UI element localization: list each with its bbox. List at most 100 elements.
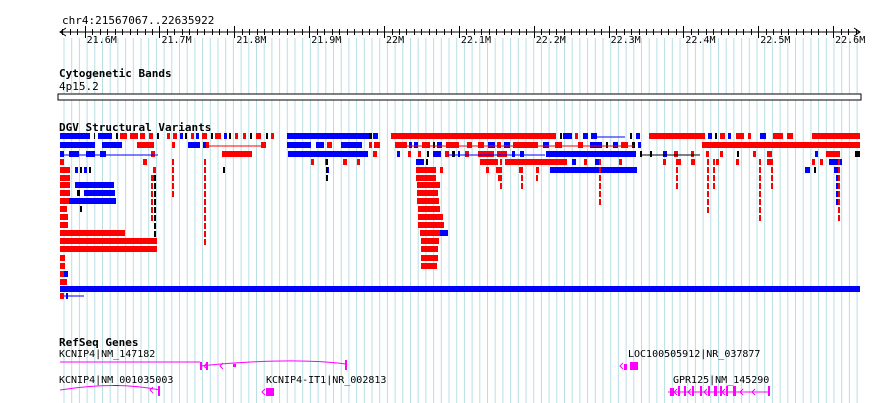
small-variant[interactable]	[204, 223, 206, 229]
loss-variant[interactable]	[60, 133, 90, 139]
gain-variant[interactable]	[60, 159, 64, 165]
small-variant[interactable]	[676, 167, 678, 173]
small-variant[interactable]	[599, 159, 601, 165]
small-variant[interactable]	[204, 167, 206, 173]
small-variant[interactable]	[500, 167, 502, 173]
gain-variant[interactable]	[191, 133, 194, 139]
gain-variant[interactable]	[222, 151, 252, 157]
loss-variant[interactable]	[504, 142, 510, 148]
loss-variant[interactable]	[636, 133, 640, 139]
gain-variant[interactable]	[417, 198, 439, 204]
variant[interactable]	[185, 133, 187, 139]
loss-variant[interactable]	[84, 167, 87, 173]
gene-exon[interactable]	[684, 386, 686, 396]
gain-variant[interactable]	[519, 167, 522, 173]
small-variant[interactable]	[204, 175, 206, 181]
gain-variant[interactable]	[60, 230, 125, 236]
loss-variant[interactable]	[638, 142, 641, 148]
gain-variant[interactable]	[408, 151, 411, 157]
gain-variant[interactable]	[417, 182, 440, 188]
gain-variant[interactable]	[173, 133, 177, 139]
gain-variant[interactable]	[663, 159, 666, 165]
gain-variant[interactable]	[417, 190, 438, 196]
variant[interactable]	[814, 167, 816, 173]
loss-variant[interactable]	[805, 167, 810, 173]
gain-variant[interactable]	[736, 159, 739, 165]
small-variant[interactable]	[500, 183, 502, 189]
small-variant[interactable]	[707, 159, 709, 165]
small-variant[interactable]	[759, 183, 761, 189]
gene-label-gpr125[interactable]: GPR125|NM_145290	[673, 375, 770, 386]
small-variant[interactable]	[326, 175, 328, 181]
gain-variant[interactable]	[421, 238, 439, 244]
gain-variant[interactable]	[374, 142, 380, 148]
gain-variant[interactable]	[421, 246, 438, 252]
gain-variant[interactable]	[395, 142, 407, 148]
loss-variant[interactable]	[590, 142, 602, 148]
loss-variant[interactable]	[397, 151, 400, 157]
gain-variant[interactable]	[497, 151, 507, 157]
small-variant[interactable]	[172, 175, 174, 181]
variant[interactable]	[855, 151, 860, 157]
gain-variant[interactable]	[60, 246, 157, 252]
variant[interactable]	[80, 206, 82, 212]
gain-variant[interactable]	[676, 159, 681, 165]
loss-variant[interactable]	[760, 133, 766, 139]
gain-variant[interactable]	[418, 206, 440, 212]
gain-variant[interactable]	[787, 133, 793, 139]
small-variant[interactable]	[154, 231, 156, 237]
gain-variant[interactable]	[369, 142, 372, 148]
gene-label-kcnip4-it1[interactable]: KCNIP4-IT1|NR_002813	[266, 375, 387, 386]
gain-variant[interactable]	[418, 151, 421, 157]
loss-variant[interactable]	[520, 151, 524, 157]
gain-variant[interactable]	[60, 214, 68, 220]
gain-variant[interactable]	[498, 175, 501, 181]
small-variant[interactable]	[154, 223, 156, 229]
small-variant[interactable]	[836, 191, 838, 197]
small-variant[interactable]	[521, 159, 523, 165]
gene-exon[interactable]	[200, 362, 202, 370]
small-variant[interactable]	[676, 175, 678, 181]
gain-variant[interactable]	[373, 151, 377, 157]
variant[interactable]	[77, 190, 80, 196]
gain-variant[interactable]	[60, 238, 157, 244]
gene-exon[interactable]	[720, 386, 722, 396]
gain-variant[interactable]	[445, 151, 449, 157]
variant[interactable]	[223, 167, 225, 173]
gene-label-kcnip4-nm-147182[interactable]: KCNIP4|NM_147182	[59, 349, 156, 360]
small-variant[interactable]	[759, 199, 761, 205]
gain-variant[interactable]	[206, 142, 209, 148]
loss-variant[interactable]	[458, 151, 460, 157]
gain-variant[interactable]	[130, 133, 138, 139]
gain-variant[interactable]	[60, 293, 64, 299]
small-variant[interactable]	[759, 167, 761, 173]
small-variant[interactable]	[713, 175, 715, 181]
small-variant[interactable]	[521, 167, 523, 173]
small-variant[interactable]	[707, 199, 709, 205]
loss-variant[interactable]	[728, 133, 731, 139]
gene-exon[interactable]	[345, 360, 347, 370]
gain-variant[interactable]	[60, 222, 68, 228]
gene-exon[interactable]	[266, 388, 274, 396]
variant[interactable]	[266, 133, 268, 139]
gain-variant[interactable]	[60, 279, 67, 285]
gain-variant[interactable]	[497, 142, 501, 148]
gain-variant[interactable]	[496, 167, 501, 173]
gene-exon[interactable]	[670, 388, 674, 396]
small-variant[interactable]	[154, 199, 156, 205]
small-variant[interactable]	[204, 183, 206, 189]
gain-variant[interactable]	[584, 159, 587, 165]
small-variant[interactable]	[759, 215, 761, 221]
loss-variant[interactable]	[288, 151, 368, 157]
small-variant[interactable]	[713, 183, 715, 189]
gene-label-loc100505912[interactable]: LOC100505912|NR_037877	[628, 349, 761, 360]
gain-variant[interactable]	[706, 151, 709, 157]
gain-variant[interactable]	[215, 133, 221, 139]
gain-variant[interactable]	[357, 159, 360, 165]
small-variant[interactable]	[771, 175, 773, 181]
gain-variant[interactable]	[420, 230, 448, 236]
loss-variant[interactable]	[663, 151, 667, 157]
gain-variant[interactable]	[691, 159, 695, 165]
gain-variant[interactable]	[720, 133, 725, 139]
variant[interactable]	[211, 133, 213, 139]
